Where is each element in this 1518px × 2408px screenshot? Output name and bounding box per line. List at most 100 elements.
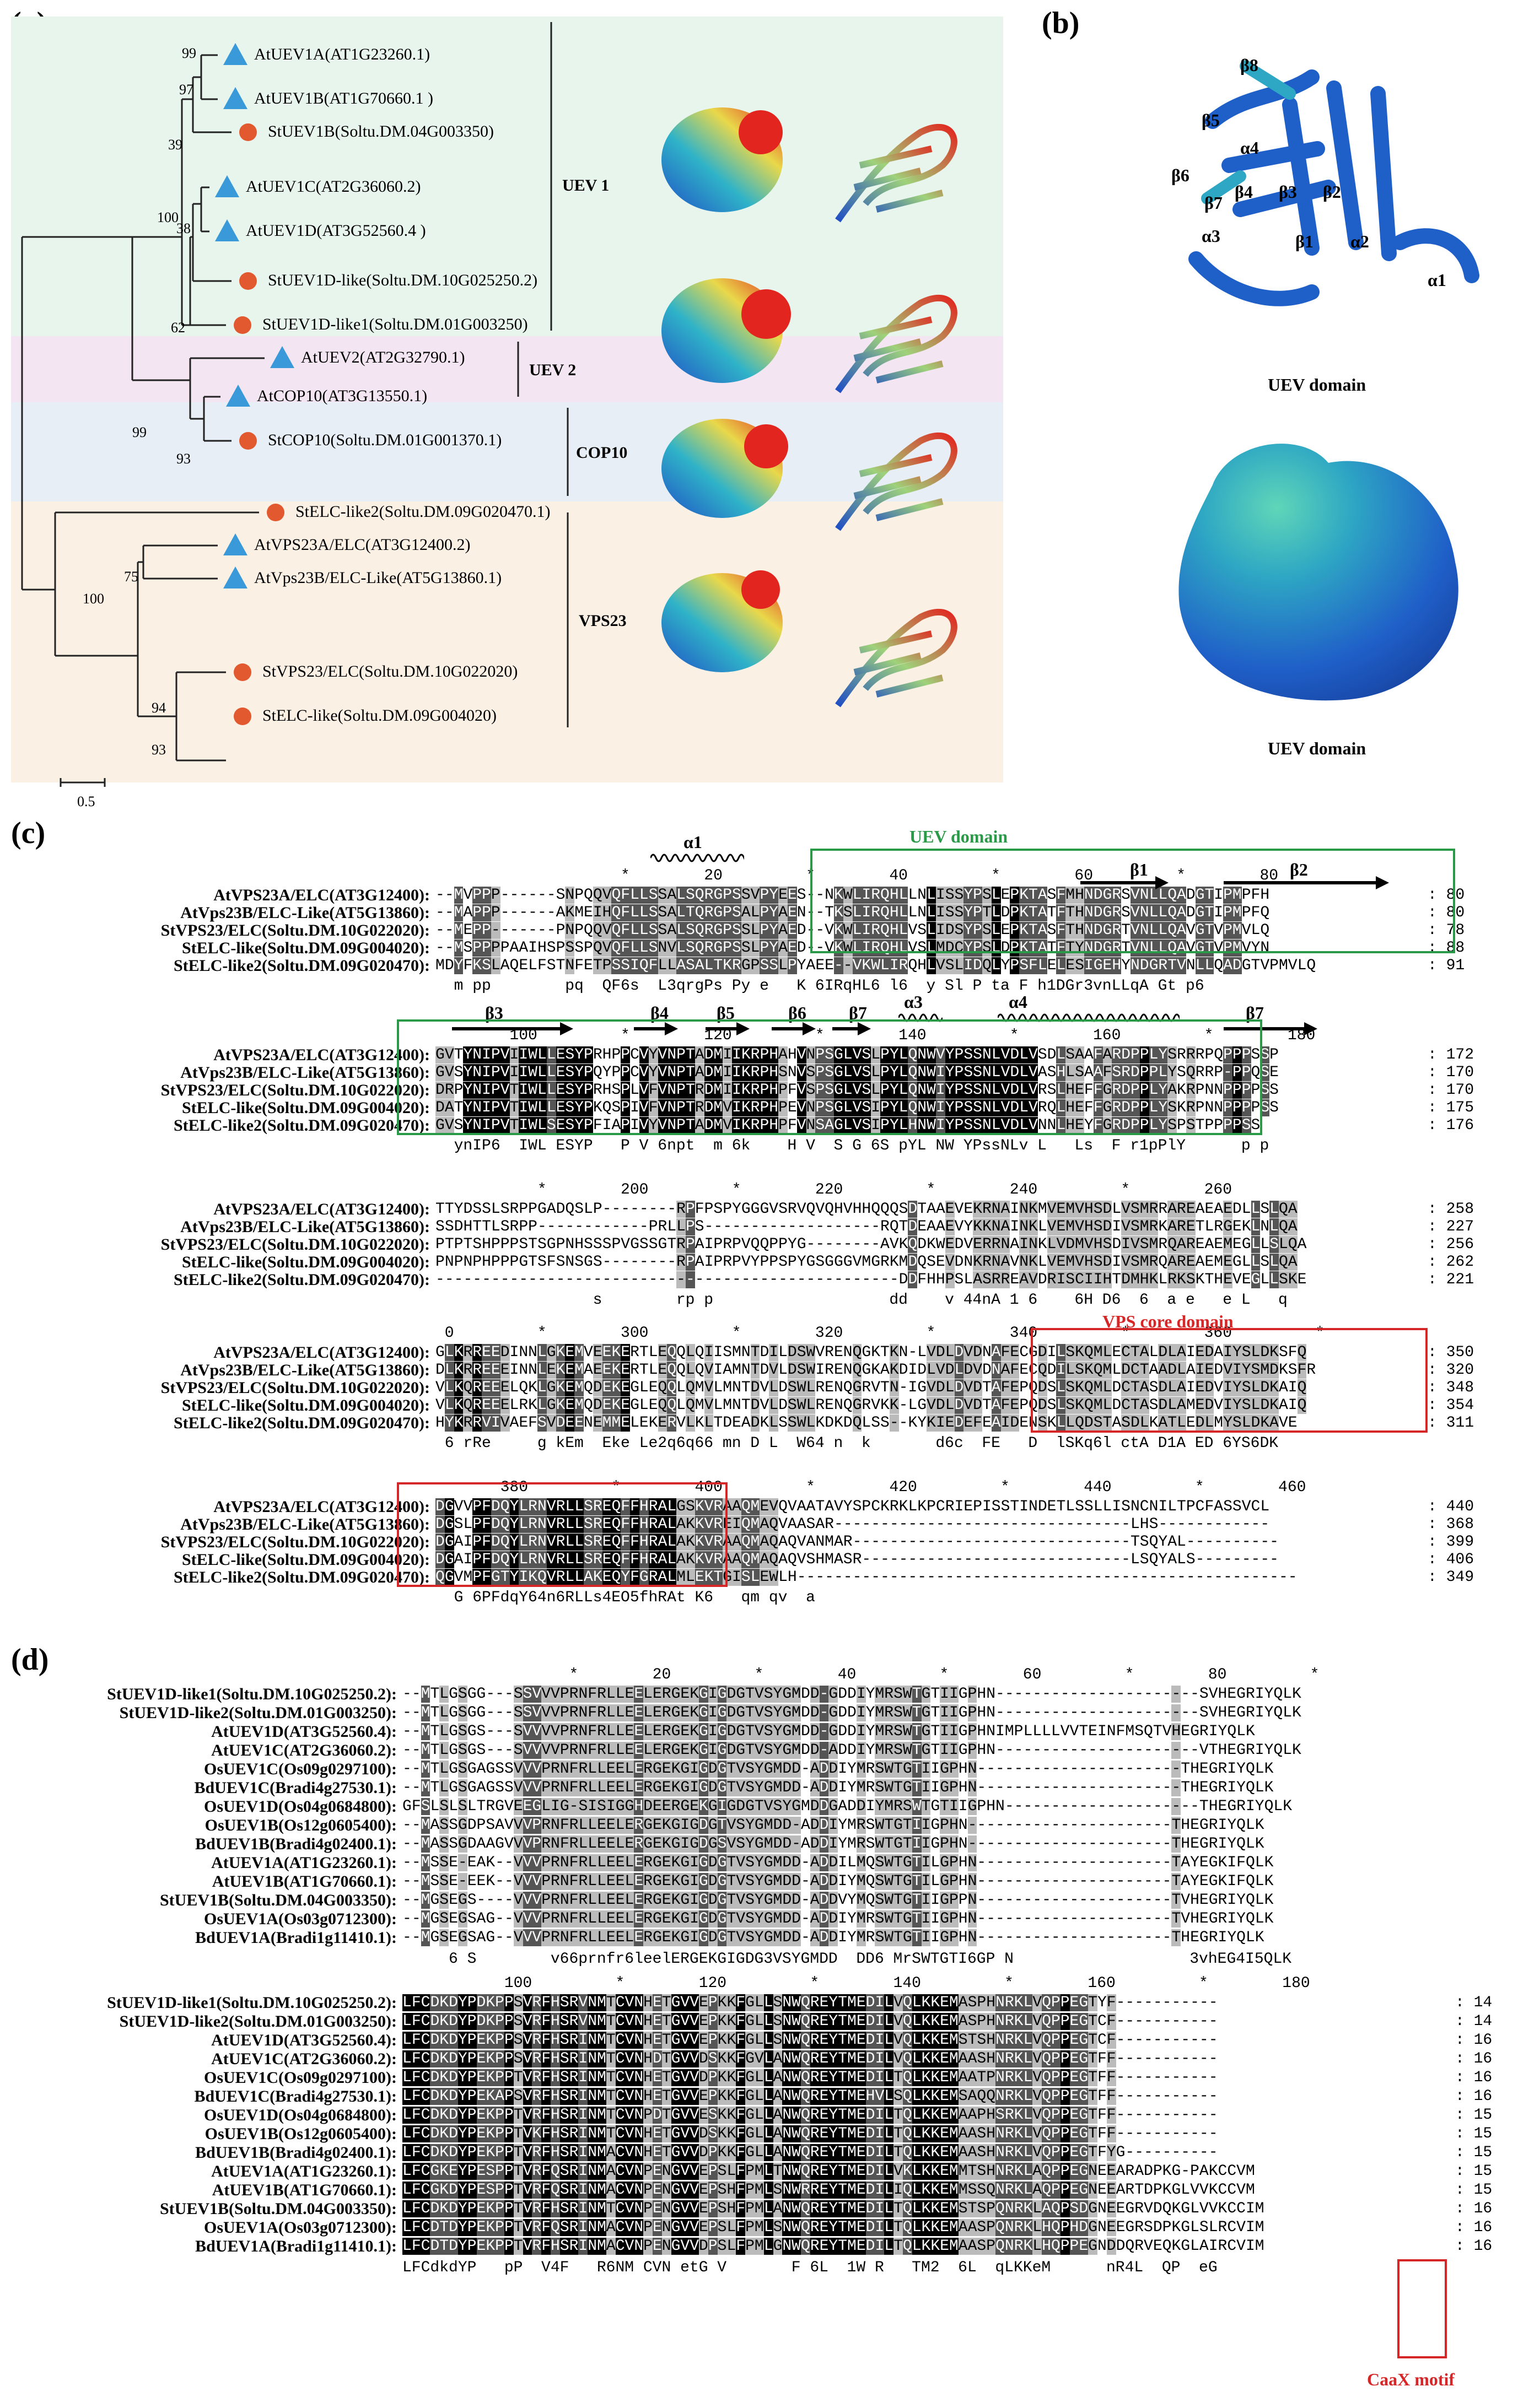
secondary-structure-label: α1 — [683, 832, 702, 852]
tree-leaf-label: StCOP10(Soltu.DM.01G001370.1) — [268, 431, 502, 449]
alignment-position-end: : 176 — [1428, 1117, 1474, 1134]
alignment-sequence-row: DATYNIPVTIWLLESYPKQSPIVFVNPTRDMVIKRPHPEV… — [435, 1099, 1279, 1116]
alignment-sequence-row: --MVPPP------SNPQQVQFLLSSALSQRGPSSVPYEES… — [435, 887, 1270, 904]
alignment-position-end: : 15 — [1455, 2182, 1493, 2199]
alignment-sequence-name: AtUEV1C(AT2G36060.2): — [211, 2050, 397, 2068]
alignment-sequence-name: StUEV1D-like2(Soltu.DM.01G003250): — [119, 1704, 397, 1722]
tree-leaf-label: AtUEV1D(AT3G52560.4 ) — [246, 222, 426, 240]
alignment-consensus: m pp pq QF6s L3qrgPs Py e K 6IRqHL6 l6 y… — [435, 978, 1204, 995]
beta-strand-arrow-icon — [1080, 876, 1169, 892]
tree-leaf-label: AtUEV1C(AT2G36060.2) — [246, 177, 421, 196]
phylogenetic-tree — [21, 22, 569, 787]
alignment-sequence-name: StUEV1D-like1(Soltu.DM.10G025250.2): — [107, 1685, 397, 1703]
structure-element-label: β1 — [1295, 231, 1314, 251]
alignment-sequence-row: VLKQREEELRKLGKEMQDEKEGLEQQLQMVLMNTDVLDSW… — [435, 1397, 1307, 1414]
alignment-sequence-name: StELC-like2(Soltu.DM.09G020470): — [174, 957, 430, 975]
alignment-position-end: : 399 — [1428, 1534, 1474, 1551]
surface-model-uev1 — [661, 107, 783, 212]
alignment-sequence-row: LFCDKDYPEKPPTVRFHSRINMTCVNPENGVVEPSHFPML… — [402, 2200, 1264, 2217]
circle-marker-icon — [234, 663, 251, 681]
alignment-sequence-row: VLKQREEELQKLGKEMQDEKEGLEQQLQMVLMNTDVLDSW… — [435, 1379, 1307, 1396]
uev-ribbon-structure — [1188, 60, 1479, 306]
alignment-sequence-row: GVTYNIPVIIWLLESYPRHPPCVYVNPTADMIIKRPHAHV… — [435, 1046, 1279, 1063]
triangle-marker-icon — [223, 43, 247, 65]
beta-strand-arrow-icon — [772, 1022, 816, 1038]
bootstrap-value: 99 — [182, 45, 196, 61]
beta-strand-arrow-icon — [634, 1022, 678, 1038]
alignment-sequence-name: StUEV1B(Soltu.DM.04G003350): — [159, 2200, 397, 2218]
alignment-position-end: : 221 — [1428, 1271, 1474, 1288]
alignment-sequence-row: QGVMPFGTYIKQVRLLAKEQYFGRALMLEKTGISLEWLH-… — [435, 1569, 1298, 1586]
bootstrap-value: 39 — [168, 137, 182, 153]
alignment-sequence-row: --MASSGDAAGVVVPRNFRLLEELERGEKGIGDGSVSYGM… — [402, 1835, 1264, 1853]
alignment-position-end: : 440 — [1428, 1498, 1474, 1515]
secondary-structure-label: β1 — [1130, 860, 1148, 879]
alignment-position-end: : 406 — [1428, 1551, 1474, 1568]
alignment-ruler: * 20 * 40 * 60 * 80 * — [402, 1666, 1320, 1683]
uev-surface-structure — [1178, 444, 1458, 701]
bootstrap-value: 75 — [124, 569, 138, 585]
alignment-sequence-row: --MGSEGS----VVVPRNFRLLEELERGEKGIGDGTVSYG… — [402, 1892, 1274, 1909]
alignment-position-end: : 16 — [1455, 2219, 1493, 2236]
structure-thumbnails — [661, 107, 957, 708]
bootstrap-value: 93 — [152, 742, 166, 758]
alignment-sequence-row: DRPYNIPVTIWLLESYPRHSPLVFVNPTRDMIIKRPHPFV… — [435, 1082, 1279, 1099]
alignment-sequence-name: StVPS23/ELC(Soltu.DM.10G022020): — [160, 1379, 430, 1397]
alignment-sequence-row: --MGSEGSAG--VVVPRNFRLLEELERGEKGIGDGTVSYG… — [402, 1929, 1264, 1946]
alignment-sequence-row: --MSSE-EEK--VVVPRNFRLLEELERGEKGIGDGTVSYG… — [402, 1873, 1274, 1890]
alignment-sequence-name: StELC-like(Soltu.DM.09G004020): — [182, 1099, 430, 1117]
alignment-sequence-name: AtVPS23A/ELC(AT3G12400): — [213, 886, 430, 904]
bootstrap-value: 99 — [132, 424, 147, 440]
alignment-sequence-row: --MTLGSGS---SVVVVPRNFRLLEELERGEKGIGDGTVS… — [402, 1723, 1255, 1740]
alignment-sequence-row: LFCGKDYPESPPTVRFQSRINMACVNPENGVVEPSHFPML… — [402, 2182, 1255, 2199]
alignment-sequence-name: AtVPS23A/ELC(AT3G12400): — [213, 1046, 430, 1064]
alignment-sequence-row: GVSYNIPVTIWLSESYPFIAPIVYVNPTADMVIKRPHPFV… — [435, 1117, 1261, 1134]
alignment-sequence-name: AtVps23B/ELC-Like(AT5G13860): — [180, 904, 430, 922]
alignment-position-end: : 91 — [1428, 957, 1465, 974]
clade-uev2-label: UEV 2 — [529, 361, 577, 379]
alignment-sequence-row: PTPTSHPPPSTSGPNHSSSPVGSSGTRPAIPRPVQQPPYG… — [435, 1236, 1307, 1253]
secondary-structure-label: α4 — [1009, 992, 1027, 1012]
alignment-position-end: : 14 — [1455, 2013, 1493, 2030]
structure-element-label: α2 — [1350, 231, 1369, 251]
alignment-sequence-row: --MASSGDPSAVVVPRNFRLLEELERGEKGIGDGTVSYGM… — [402, 1817, 1264, 1834]
circle-marker-icon — [239, 123, 257, 141]
beta-strand-arrow-icon — [706, 1022, 750, 1038]
alignment-position-end: : 16 — [1455, 2032, 1493, 2049]
secondary-structure-label: α3 — [904, 992, 923, 1012]
structure-element-label: β6 — [1171, 165, 1189, 185]
alignment-position-end: : 354 — [1428, 1397, 1474, 1414]
alignment-sequence-name: AtVps23B/ELC-Like(AT5G13860): — [180, 1361, 430, 1379]
alignment-sequence-row: PNPNPHPPPGTSFSNSGS--------RPAIPRPVYPPSPY… — [435, 1254, 1298, 1271]
structure-caption-surface: UEV domain — [1268, 738, 1366, 758]
alignment-sequence-row: --MAPPP------AKMEIHQFLLSSALTQRGPSALPYAEN… — [435, 904, 1270, 921]
alignment-sequence-name: StVPS23/ELC(Soltu.DM.10G022020): — [160, 1533, 430, 1551]
alignment-sequence-name: BdUEV1C(Bradi4g27530.1): — [194, 1779, 397, 1797]
tree-leaf-label: AtCOP10(AT3G13550.1) — [257, 387, 428, 405]
alignment-sequence-name: AtVPS23A/ELC(AT3G12400): — [213, 1498, 430, 1516]
alignment-sequence-row: TTYDSSLSRPPGADQSLP--------RPFPSPYGGGVSRV… — [435, 1201, 1298, 1218]
alignment-sequence-row: ----------------------------------------… — [435, 1271, 1307, 1288]
alignment-sequence-row: LFCDKDYPEKPPSVRFHSRINMTCVNHDTGVVDSKKFGVL… — [402, 2050, 1218, 2067]
uev1-background — [11, 17, 1003, 336]
tree-leaf-label: StELC-like2(Soltu.DM.09G020470.1) — [295, 503, 551, 521]
alignment-sequence-name: StELC-like(Soltu.DM.09G004020): — [182, 939, 430, 957]
structure-element-label: β3 — [1279, 182, 1297, 202]
scale-label: 0.5 — [77, 793, 95, 809]
alignment-sequence-name: OsUEV1D(Os04g0684800): — [204, 1797, 397, 1816]
alignment-sequence-row: --MEPP-------PNPQQVQFLLSSALSQRGPSSLPYAED… — [435, 922, 1270, 939]
beta-strand-arrow-icon — [452, 1022, 573, 1038]
alignment-sequence-row: GFSLSLSLTRGVEEGLIG-SISIGGHDEERGEKGIGDGTV… — [402, 1798, 1292, 1815]
alignment-position-end: : 16 — [1455, 2238, 1493, 2255]
caax-motif-box — [1397, 2259, 1447, 2358]
alignment-sequence-row: GVSYNIPVIIWLLESYPQYPPCVYVNPTADMIIKRPHSNV… — [435, 1064, 1279, 1081]
alignment-sequence-row: LFCDKDYPEKAPSVRFHSRINMTCVNHETGVVEPKKFGLL… — [402, 2088, 1218, 2105]
ribbon-model-cop10 — [835, 432, 957, 531]
structure-element-label: α3 — [1202, 226, 1220, 246]
alignment-sequence-name: AtVps23B/ELC-Like(AT5G13860): — [180, 1063, 430, 1082]
alignment-sequence-name: BdUEV1B(Bradi4g02400.1): — [195, 1835, 397, 1853]
alignment-sequence-row: --MTLGSGG---SSVVVPRNFRLLEELERGEKGIGDGTVS… — [402, 1686, 1301, 1703]
alignment-sequence-row: LFCDTDYPEKPPTVRFHSRINMACVNPENGVVDPSLFPML… — [402, 2238, 1264, 2255]
alignment-sequence-name: StELC-like2(Soltu.DM.09G020470): — [174, 1116, 430, 1135]
alignment-position-end: : 78 — [1428, 922, 1465, 939]
